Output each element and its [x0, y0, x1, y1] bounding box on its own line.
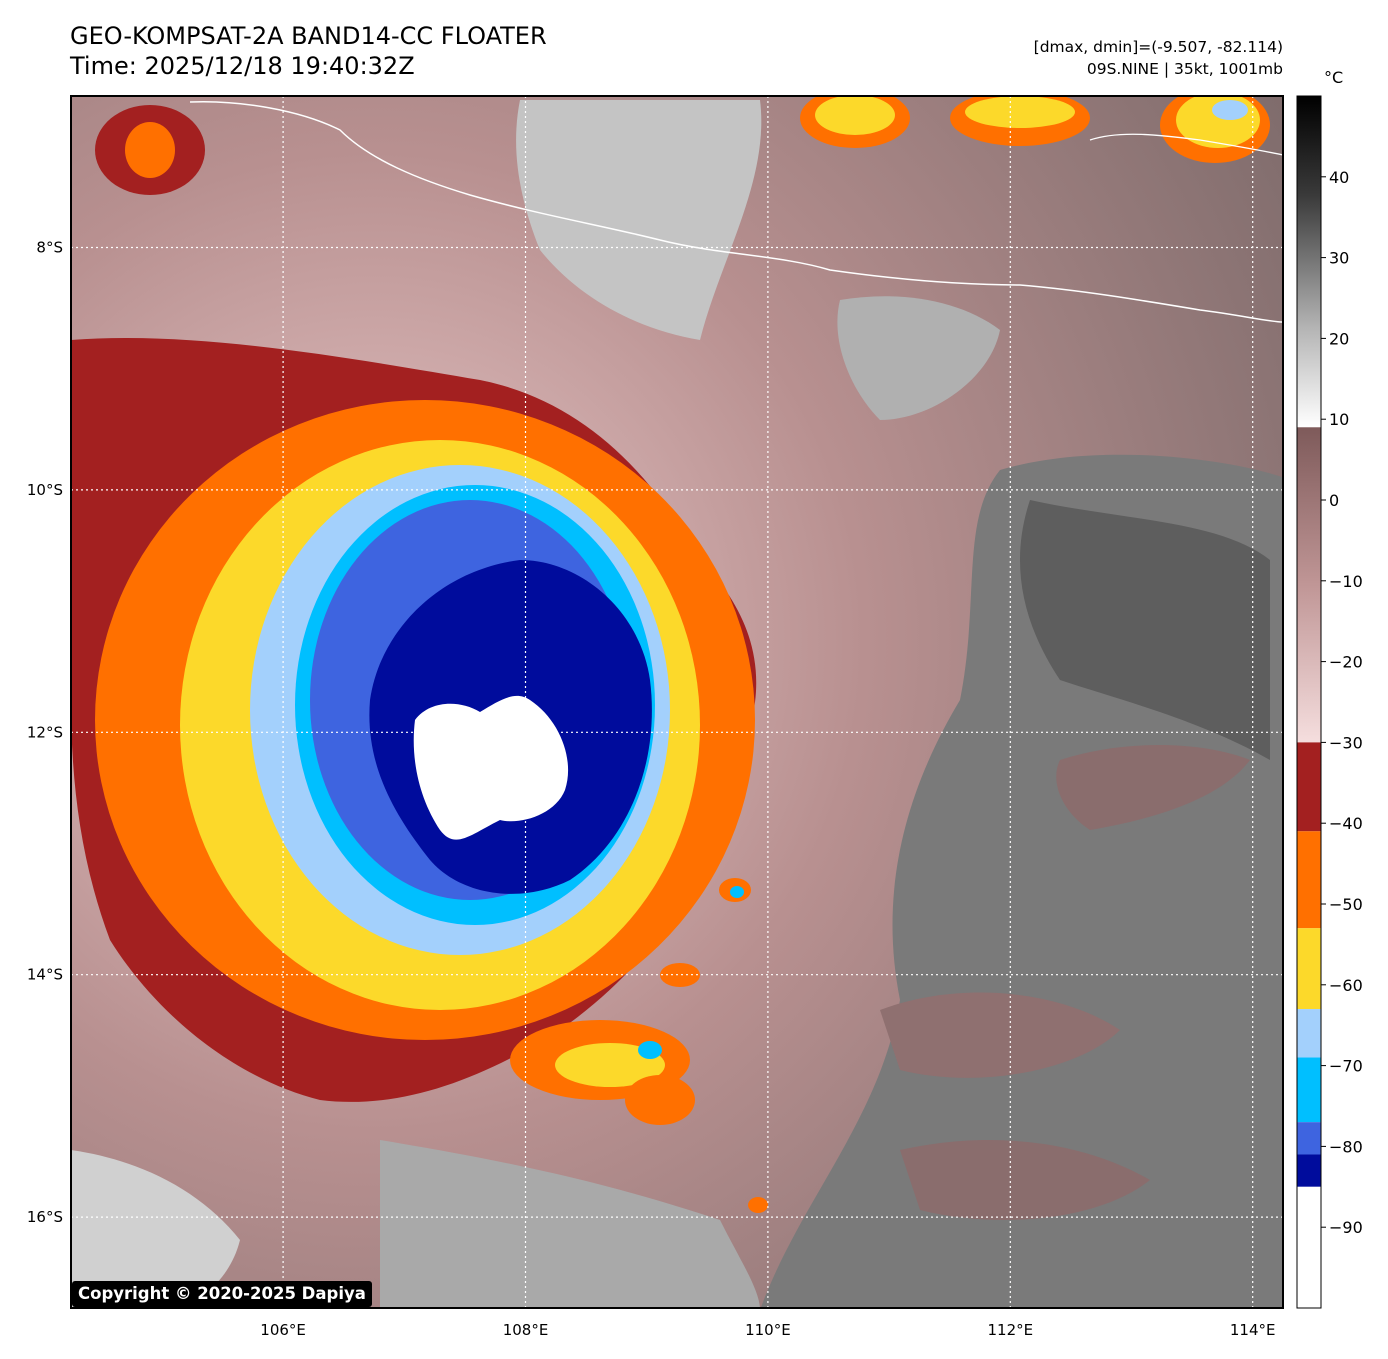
colorbar-segment	[1297, 1122, 1321, 1155]
longitude-label: 108°E	[503, 1321, 549, 1339]
colorbar-tick-label: −20	[1329, 653, 1363, 672]
longitude-labels: 106°E 108°E 110°E 112°E 114°E	[260, 1321, 1275, 1339]
latitude-label: 12°S	[27, 723, 63, 741]
colorbar-segment	[1297, 928, 1321, 1010]
longitude-label: 110°E	[745, 1321, 791, 1339]
longitude-label: 112°E	[987, 1321, 1033, 1339]
colorbar-tick-label: −40	[1329, 814, 1363, 833]
colorbar-tick-label: −10	[1329, 572, 1363, 591]
colorbar-tick-label: −70	[1329, 1057, 1363, 1076]
colorbar-segment	[1297, 96, 1321, 428]
colorbar-frame	[1296, 95, 1322, 1309]
longitude-label: 106°E	[260, 1321, 306, 1339]
timestamp: Time: 2025/12/18 19:40:32Z	[70, 52, 415, 80]
latitude-label: 14°S	[27, 966, 63, 984]
longitude-label: 114°E	[1230, 1321, 1276, 1339]
map-frame	[70, 95, 1284, 1309]
latitude-labels: 8°S 10°S 12°S 14°S 16°S	[27, 239, 63, 1227]
colorbar-tick-label: 20	[1329, 329, 1349, 348]
colorbar-segment	[1297, 1009, 1321, 1058]
latitude-label: 16°S	[27, 1208, 63, 1226]
copyright-badge: Copyright © 2020-2025 Dapiya	[72, 1281, 372, 1307]
colorbar-tick-label: −90	[1329, 1218, 1363, 1237]
colorbar-tick-label: 10	[1329, 410, 1349, 429]
colorbar-segment	[1297, 1186, 1321, 1308]
temperature-range: [dmax, dmin]=(-9.507, -82.114)	[1033, 38, 1283, 56]
colorbar-segment	[1297, 1057, 1321, 1123]
colorbar-tick-label: 0	[1329, 491, 1339, 510]
colorbar-tick-label: −50	[1329, 895, 1363, 914]
colorbar-unit: °C	[1324, 68, 1344, 87]
colorbar-tick-label: 30	[1329, 249, 1349, 268]
colorbar-segment	[1297, 1154, 1321, 1187]
colorbar: 40 30 20 10 0 −10 −20 −30 −40 −50 −60 −70 −80 −90	[1296, 95, 1363, 1309]
colorbar-segment	[1297, 831, 1321, 929]
latitude-label: 10°S	[27, 481, 63, 499]
colorbar-tick-label: −60	[1329, 976, 1363, 995]
colorbar-tick-label: −30	[1329, 733, 1363, 752]
gridlines	[71, 96, 1283, 1308]
colorbar-tick-label: 40	[1329, 168, 1349, 187]
colorbar-segment	[1297, 427, 1321, 743]
colorbar-tick-label: −80	[1329, 1137, 1363, 1156]
storm-info: 09S.NINE | 35kt, 1001mb	[1086, 60, 1283, 78]
latitude-label: 8°S	[36, 239, 63, 257]
map-title: GEO-KOMPSAT-2A BAND14-CC FLOATER	[70, 22, 547, 50]
colorbar-segment	[1297, 742, 1321, 832]
cloud-imagery	[71, 96, 1283, 1308]
